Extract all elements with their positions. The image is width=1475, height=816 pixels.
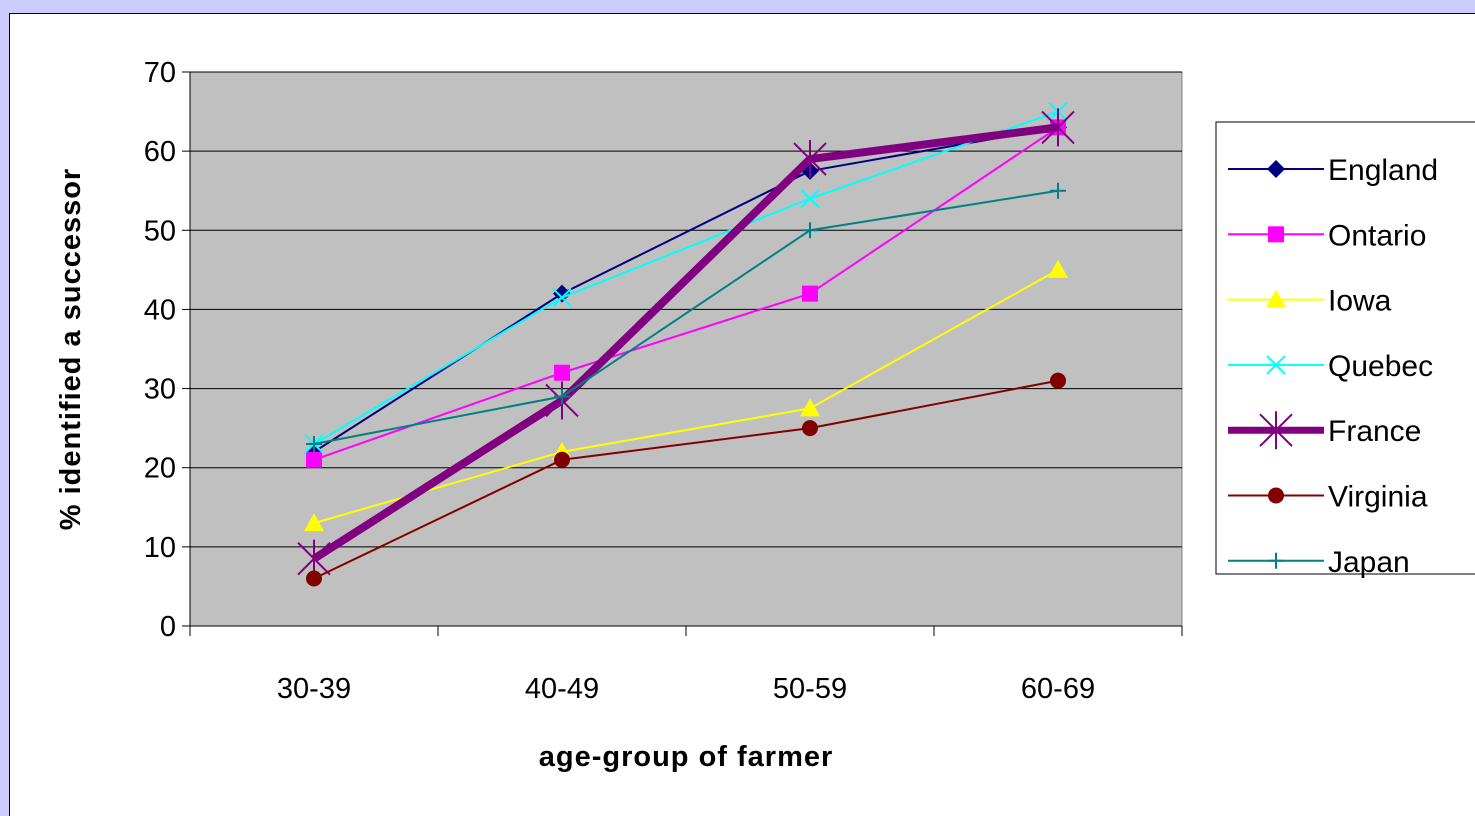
data-point-triangle xyxy=(304,513,324,532)
data-point-plus xyxy=(1268,552,1284,569)
x-tick-label: 60-69 xyxy=(1021,673,1095,705)
data-point-x xyxy=(552,287,572,308)
data-point-square xyxy=(802,285,818,302)
legend-label: Ontario xyxy=(1328,219,1426,252)
series-japan xyxy=(306,182,1066,452)
data-point-star xyxy=(1259,411,1293,450)
data-point-triangle xyxy=(800,398,820,417)
data-point-circle xyxy=(1050,372,1066,389)
y-tick-label: 10 xyxy=(144,532,176,564)
data-point-star xyxy=(793,140,827,179)
legend-label: Japan xyxy=(1328,546,1410,579)
y-tick-label: 50 xyxy=(144,215,176,247)
data-point-circle xyxy=(554,451,570,468)
legend-item: Japan xyxy=(1228,546,1410,579)
chart-area: 0 10 20 30 40 50 60 70 30-39 40-49 50-59 60-69 age-g… xyxy=(9,13,1475,816)
y-tick-label: 70 xyxy=(144,57,176,89)
legend-item: Ontario xyxy=(1228,219,1426,252)
line-chart: 0 10 20 30 40 50 60 70 30-39 40-49 50-59 60-69 age-g… xyxy=(55,57,1475,773)
y-tick-label: 20 xyxy=(144,453,176,485)
legend-box xyxy=(1215,121,1475,575)
data-point-plus xyxy=(306,435,322,452)
data-point-triangle xyxy=(1266,289,1286,308)
legend-item: Virginia xyxy=(1228,481,1428,514)
data-point-circle xyxy=(306,570,322,587)
data-point-diamond xyxy=(553,284,571,303)
x-tick-label: 40-49 xyxy=(525,673,599,705)
legend-item: Iowa xyxy=(1228,285,1392,318)
x-tick-label: 50-59 xyxy=(773,673,847,705)
series-line xyxy=(313,189,1059,445)
series-line xyxy=(313,379,1059,580)
legend-label: England xyxy=(1328,154,1438,187)
y-tick-label: 30 xyxy=(144,374,176,406)
legend-label: Virginia xyxy=(1328,481,1428,514)
legend-item: Quebec xyxy=(1228,350,1433,383)
legend-item: France xyxy=(1228,411,1421,450)
x-tick-label: 30-39 xyxy=(277,673,351,705)
data-point-plus xyxy=(1050,182,1066,199)
series-line xyxy=(311,123,1059,563)
data-point-star xyxy=(1041,108,1075,147)
x-axis-title: age-group of farmer xyxy=(539,741,834,773)
legend-label: France xyxy=(1328,415,1421,448)
series-line xyxy=(313,268,1059,525)
legend-item: England xyxy=(1228,154,1438,187)
data-point-square xyxy=(554,364,570,381)
data-point-plus xyxy=(554,388,570,405)
y-tick-label: 60 xyxy=(144,136,176,168)
data-point-square xyxy=(1268,226,1284,243)
y-tick-label: 40 xyxy=(144,294,176,326)
data-point-circle xyxy=(1268,487,1284,504)
legend-label: Iowa xyxy=(1328,285,1392,318)
data-point-circle xyxy=(802,420,818,437)
data-point-triangle xyxy=(1048,259,1068,278)
legend-label: Quebec xyxy=(1328,350,1433,383)
legend: England Ontario Iowa Quebec France Virginia Ja… xyxy=(1215,121,1475,579)
series-line xyxy=(313,126,1059,453)
data-point-plus xyxy=(802,222,818,239)
series-line xyxy=(313,110,1059,445)
data-point-square xyxy=(306,451,322,468)
series-virginia xyxy=(306,372,1066,587)
y-axis-title: % identified a successor xyxy=(55,168,87,530)
data-point-x xyxy=(800,188,820,209)
data-point-diamond xyxy=(1267,160,1285,178)
data-point-x xyxy=(1266,355,1286,375)
y-tick-label: 0 xyxy=(160,611,176,643)
